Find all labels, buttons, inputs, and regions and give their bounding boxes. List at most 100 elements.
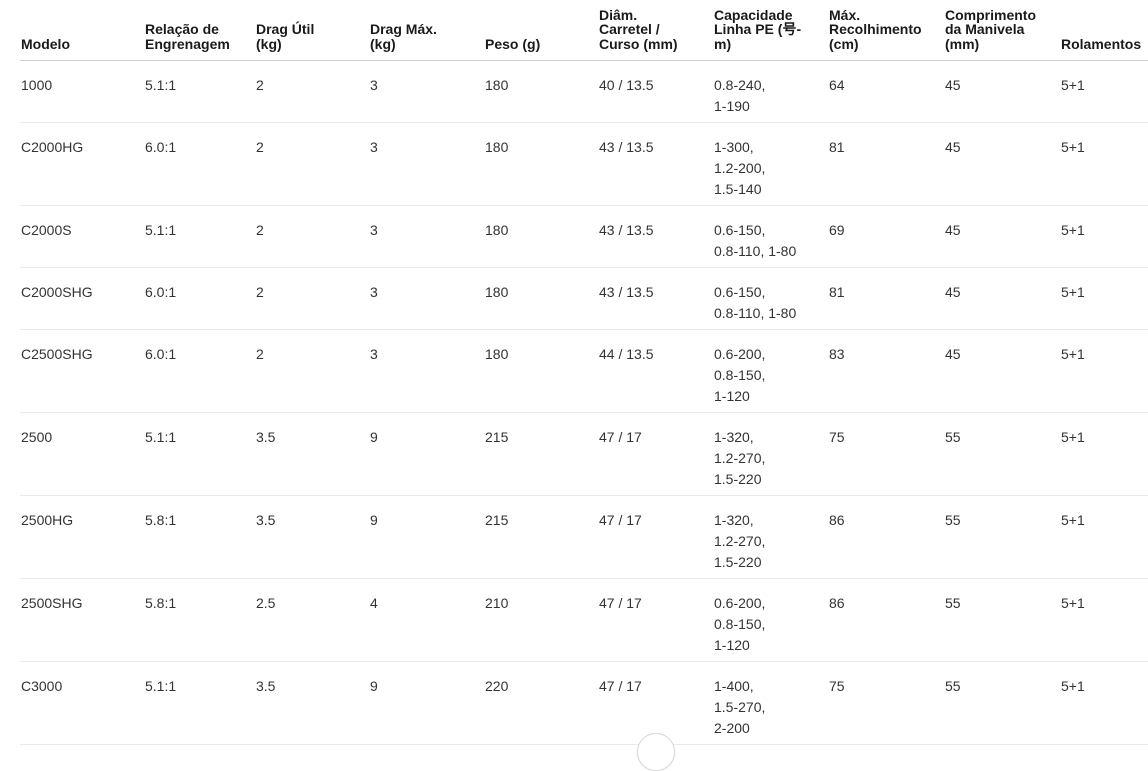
cell-max-recolhimento-cm: 81 bbox=[829, 267, 945, 330]
cell-drag-max-kg: 9 bbox=[370, 661, 485, 745]
cell-modelo: C2000S bbox=[20, 205, 145, 268]
cell-drag-max-kg: 9 bbox=[370, 412, 485, 496]
cell-comprimento-da-manivela-mm: 45 bbox=[945, 267, 1061, 330]
cell-relacao-de-engrenagem: 5.1:1 bbox=[145, 205, 256, 268]
table-row-c3000: C3000 5.1:1 3.5 9 220 47 / 17 1-400, 1.5-270, … bbox=[20, 661, 1148, 745]
cell-capacidade-linha-pe: 0.8-240, 1-190 bbox=[714, 60, 829, 123]
cell-modelo: C2000HG bbox=[20, 122, 145, 206]
cell-diam-carretel-curso-mm: 40 / 13.5 bbox=[599, 60, 714, 123]
cell-max-recolhimento-cm: 75 bbox=[829, 412, 945, 496]
table-row-1000: 1000 5.1:1 2 3 180 40 / 13.5 0.8-240, 1-190 64 4… bbox=[20, 60, 1148, 123]
cell-drag-util-kg: 3.5 bbox=[256, 495, 370, 579]
table-row-2500: 2500 5.1:1 3.5 9 215 47 / 17 1-320, 1.2-270, 1… bbox=[20, 412, 1148, 496]
cell-modelo: 2500HG bbox=[20, 495, 145, 579]
cell-modelo: C2500SHG bbox=[20, 329, 145, 413]
cell-rolamentos: 5+1 bbox=[1061, 661, 1148, 745]
cell-drag-util-kg: 2 bbox=[256, 205, 370, 268]
cell-rolamentos: 5+1 bbox=[1061, 412, 1148, 496]
cell-rolamentos: 5+1 bbox=[1061, 122, 1148, 206]
column-header-peso-g: Peso (g) bbox=[485, 0, 599, 61]
cell-capacidade-linha-pe: 0.6-200, 0.8-150, 1-120 bbox=[714, 578, 829, 662]
cell-capacidade-linha-pe: 1-320, 1.2-270, 1.5-220 bbox=[714, 495, 829, 579]
cell-drag-util-kg: 2 bbox=[256, 60, 370, 123]
cell-comprimento-da-manivela-mm: 55 bbox=[945, 412, 1061, 496]
cell-max-recolhimento-cm: 83 bbox=[829, 329, 945, 413]
cell-diam-carretel-curso-mm: 47 / 17 bbox=[599, 578, 714, 662]
cell-diam-carretel-curso-mm: 43 / 13.5 bbox=[599, 267, 714, 330]
cell-drag-util-kg: 2 bbox=[256, 329, 370, 413]
cell-max-recolhimento-cm: 69 bbox=[829, 205, 945, 268]
cell-drag-util-kg: 3.5 bbox=[256, 661, 370, 745]
cell-peso-g: 180 bbox=[485, 267, 599, 330]
table-header-row: Modelo Relação de Engrenagem Drag Útil (kg… bbox=[20, 0, 1148, 61]
cell-rolamentos: 5+1 bbox=[1061, 267, 1148, 330]
cell-relacao-de-engrenagem: 6.0:1 bbox=[145, 267, 256, 330]
cell-drag-util-kg: 2 bbox=[256, 267, 370, 330]
cell-rolamentos: 5+1 bbox=[1061, 205, 1148, 268]
column-header-drag-util-kg: Drag Útil (kg) bbox=[256, 0, 370, 61]
cell-relacao-de-engrenagem: 5.1:1 bbox=[145, 60, 256, 123]
cell-drag-max-kg: 4 bbox=[370, 578, 485, 662]
cell-comprimento-da-manivela-mm: 55 bbox=[945, 661, 1061, 745]
cell-drag-max-kg: 3 bbox=[370, 329, 485, 413]
column-header-rolamentos: Rolamentos bbox=[1061, 0, 1148, 61]
cell-drag-max-kg: 3 bbox=[370, 267, 485, 330]
cell-max-recolhimento-cm: 64 bbox=[829, 60, 945, 123]
cell-max-recolhimento-cm: 86 bbox=[829, 495, 945, 579]
cell-modelo: 1000 bbox=[20, 60, 145, 123]
cell-modelo: C3000 bbox=[20, 661, 145, 745]
cell-capacidade-linha-pe: 0.6-150, 0.8-110, 1-80 bbox=[714, 205, 829, 268]
cell-diam-carretel-curso-mm: 47 / 17 bbox=[599, 412, 714, 496]
cell-diam-carretel-curso-mm: 43 / 13.5 bbox=[599, 122, 714, 206]
cell-comprimento-da-manivela-mm: 55 bbox=[945, 495, 1061, 579]
cell-relacao-de-engrenagem: 6.0:1 bbox=[145, 329, 256, 413]
reel-specs-table: Modelo Relação de Engrenagem Drag Útil (kg… bbox=[20, 0, 1148, 745]
cell-max-recolhimento-cm: 75 bbox=[829, 661, 945, 745]
cell-peso-g: 215 bbox=[485, 412, 599, 496]
cell-drag-util-kg: 2.5 bbox=[256, 578, 370, 662]
table-row-c2000hg: C2000HG 6.0:1 2 3 180 43 / 13.5 1-300, 1.2-200… bbox=[20, 122, 1148, 206]
cell-max-recolhimento-cm: 86 bbox=[829, 578, 945, 662]
cell-comprimento-da-manivela-mm: 45 bbox=[945, 122, 1061, 206]
cell-relacao-de-engrenagem: 5.8:1 bbox=[145, 578, 256, 662]
cell-diam-carretel-curso-mm: 44 / 13.5 bbox=[599, 329, 714, 413]
cell-peso-g: 220 bbox=[485, 661, 599, 745]
table-row-c2000s: C2000S 5.1:1 2 3 180 43 / 13.5 0.6-150, 0.8-11… bbox=[20, 205, 1148, 268]
cell-modelo: 2500SHG bbox=[20, 578, 145, 662]
cell-rolamentos: 5+1 bbox=[1061, 60, 1148, 123]
table-row-2500shg: 2500SHG 5.8:1 2.5 4 210 47 / 17 0.6-200, 0.8-1… bbox=[20, 578, 1148, 662]
cell-capacidade-linha-pe: 1-400, 1.5-270, 2-200 bbox=[714, 661, 829, 745]
cell-rolamentos: 5+1 bbox=[1061, 578, 1148, 662]
column-header-comprimento-da-manivela-mm: Comprimento da Manivela (mm) bbox=[945, 0, 1061, 61]
column-header-modelo: Modelo bbox=[20, 0, 145, 61]
cell-peso-g: 210 bbox=[485, 578, 599, 662]
cell-modelo: C2000SHG bbox=[20, 267, 145, 330]
cell-peso-g: 180 bbox=[485, 329, 599, 413]
cell-drag-util-kg: 3.5 bbox=[256, 412, 370, 496]
cell-drag-max-kg: 3 bbox=[370, 60, 485, 123]
cell-modelo: 2500 bbox=[20, 412, 145, 496]
cell-relacao-de-engrenagem: 5.1:1 bbox=[145, 412, 256, 496]
cell-comprimento-da-manivela-mm: 45 bbox=[945, 329, 1061, 413]
cell-drag-max-kg: 3 bbox=[370, 205, 485, 268]
table-row-c2500shg: C2500SHG 6.0:1 2 3 180 44 / 13.5 0.6-200, 0.8-… bbox=[20, 329, 1148, 413]
column-header-drag-max-kg: Drag Máx. (kg) bbox=[370, 0, 485, 61]
cell-peso-g: 180 bbox=[485, 60, 599, 123]
cell-drag-max-kg: 9 bbox=[370, 495, 485, 579]
cell-comprimento-da-manivela-mm: 55 bbox=[945, 578, 1061, 662]
cell-comprimento-da-manivela-mm: 45 bbox=[945, 205, 1061, 268]
cell-relacao-de-engrenagem: 6.0:1 bbox=[145, 122, 256, 206]
column-header-max-recolhimento-cm: Máx. Recolhimento (cm) bbox=[829, 0, 945, 61]
column-header-diam-carretel-curso-mm: Diâm. Carretel / Curso (mm) bbox=[599, 0, 714, 61]
cell-comprimento-da-manivela-mm: 45 bbox=[945, 60, 1061, 123]
cell-relacao-de-engrenagem: 5.1:1 bbox=[145, 661, 256, 745]
column-header-relacao-de-engrenagem: Relação de Engrenagem bbox=[145, 0, 256, 61]
floating-scroll-button[interactable] bbox=[637, 733, 675, 771]
column-header-capacidade-linha-pe: Capacidade Linha PE (号- m) bbox=[714, 0, 829, 61]
cell-capacidade-linha-pe: 1-320, 1.2-270, 1.5-220 bbox=[714, 412, 829, 496]
cell-diam-carretel-curso-mm: 47 / 17 bbox=[599, 661, 714, 745]
cell-max-recolhimento-cm: 81 bbox=[829, 122, 945, 206]
cell-capacidade-linha-pe: 0.6-150, 0.8-110, 1-80 bbox=[714, 267, 829, 330]
cell-drag-util-kg: 2 bbox=[256, 122, 370, 206]
cell-drag-max-kg: 3 bbox=[370, 122, 485, 206]
